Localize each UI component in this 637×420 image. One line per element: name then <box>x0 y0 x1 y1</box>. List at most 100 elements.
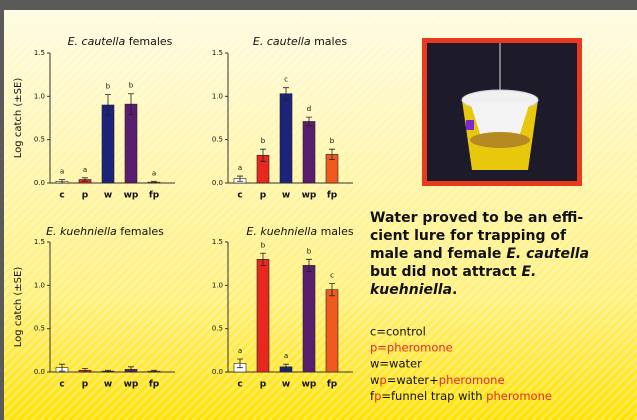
key-line: p=pheromone <box>370 341 453 355</box>
error-bar <box>59 179 65 184</box>
chart-title: E. kuehniella males <box>246 225 353 238</box>
significance-letter: a <box>152 169 156 177</box>
error-bar <box>151 180 157 184</box>
title-sex: females <box>120 225 164 238</box>
caption-species: E. cautella <box>506 246 589 262</box>
error-bar <box>306 258 312 272</box>
x-tick-label: p <box>260 380 267 390</box>
y-tick-label: 1.0 <box>34 92 45 100</box>
error-bar <box>82 368 88 373</box>
key-text: p <box>379 373 386 387</box>
y-tick-label: 1.5 <box>212 238 223 246</box>
error-bar <box>283 87 289 101</box>
y-tick-label: 0.0 <box>212 368 223 376</box>
y-tick-label: 0.5 <box>212 325 223 333</box>
significance-letter: b <box>129 82 134 90</box>
x-tick-label: p <box>82 380 89 390</box>
caption-line: cient lure for trapping of <box>370 228 567 244</box>
bar <box>101 104 115 184</box>
chart-title: E. cautella females <box>68 35 173 48</box>
photo <box>422 38 582 186</box>
title-species: E. kuehniella <box>46 225 117 238</box>
significance-letter: c <box>330 272 334 280</box>
caption-text: . <box>452 282 457 298</box>
x-tick-label: fp <box>327 191 338 201</box>
x-tick-label: c <box>237 191 242 201</box>
chart-title: E. cautella males <box>253 35 347 48</box>
title-species: E. cautella <box>253 35 311 48</box>
title-species: E. cautella <box>68 35 126 48</box>
x-tick-label: p <box>82 191 89 201</box>
y-tick-label: 0.0 <box>212 179 223 187</box>
title-species: E. kuehniella <box>246 225 317 238</box>
title-sex: females <box>129 35 173 48</box>
x-tick-label: fp <box>149 380 160 390</box>
y-axis-label: Log catch (±SE) <box>13 267 24 348</box>
key-text: =water+ <box>387 373 439 387</box>
x-tick-label: c <box>59 380 64 390</box>
x-tick-label: wp <box>124 380 139 390</box>
key-line: fp=funnel trap with pheromone <box>370 389 552 403</box>
caption-species: kuehniella <box>370 282 452 298</box>
x-tick-label: p <box>260 191 267 201</box>
bar <box>124 103 138 184</box>
significance-letter: a <box>238 164 242 172</box>
error-bar <box>329 283 335 297</box>
x-tick-label: wp <box>302 191 317 201</box>
error-bar <box>82 177 88 182</box>
key-text: f <box>370 389 375 403</box>
x-tick-label: wp <box>124 191 139 201</box>
key-line: c=control <box>370 325 426 339</box>
significance-letter: a <box>83 166 87 174</box>
bar <box>302 121 316 184</box>
key-text: w <box>370 373 379 387</box>
significance-letter: a <box>60 168 64 176</box>
y-tick-label: 1.0 <box>212 281 223 289</box>
significance-letter: b <box>330 137 335 145</box>
significance-letter: d <box>307 105 311 113</box>
x-tick-label: fp <box>327 380 338 390</box>
x-tick-label: c <box>237 380 242 390</box>
key-text: =funnel trap with <box>381 389 486 403</box>
y-tick-label: 1.5 <box>212 49 223 57</box>
caption-line: Water proved to be an effi- <box>370 210 583 226</box>
error-bar <box>283 363 289 370</box>
y-tick-label: 1.5 <box>34 49 45 57</box>
y-tick-label: 0.5 <box>34 136 45 144</box>
error-bar <box>237 175 243 182</box>
error-bar <box>105 94 111 116</box>
significance-letter: c <box>284 76 288 84</box>
y-tick-label: 1.0 <box>212 92 223 100</box>
caption-line: kuehniella. <box>370 282 457 298</box>
error-bar <box>151 369 157 373</box>
key-text: p <box>374 389 381 403</box>
bar <box>279 93 293 184</box>
significance-letter: b <box>261 137 266 145</box>
title-sex: males <box>314 35 347 48</box>
error-bar <box>128 93 134 115</box>
caption-text: but did not attract <box>370 264 521 280</box>
x-tick-label: w <box>282 191 290 201</box>
x-tick-label: wp <box>302 380 317 390</box>
significance-letter: a <box>238 347 242 355</box>
y-tick-label: 1.5 <box>34 238 45 246</box>
y-tick-label: 0.0 <box>34 179 45 187</box>
error-bar <box>260 252 266 266</box>
error-bar <box>105 369 111 373</box>
chart-title: E. kuehniella females <box>46 225 164 238</box>
bar <box>302 265 316 373</box>
caption-text: male and female <box>370 246 506 262</box>
significance-letter: b <box>106 83 111 91</box>
key-line: w=water <box>370 357 422 371</box>
error-bar <box>128 366 134 373</box>
x-tick-label: c <box>59 191 64 201</box>
y-axis-label: Log catch (±SE) <box>13 78 24 159</box>
error-bar <box>306 116 312 127</box>
caption-line: male and female E. cautella <box>370 246 589 262</box>
key-text: pheromone <box>486 389 552 403</box>
title-sex: males <box>321 225 354 238</box>
x-tick-label: w <box>104 380 112 390</box>
significance-letter: a <box>284 352 288 360</box>
